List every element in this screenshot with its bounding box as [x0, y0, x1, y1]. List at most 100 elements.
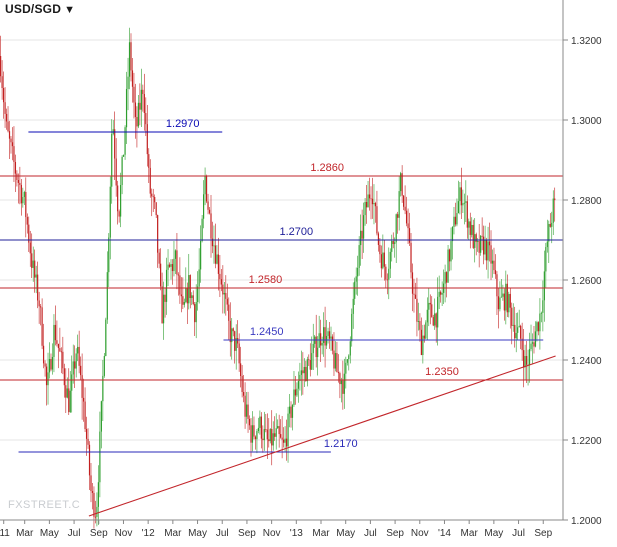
candle-down — [177, 274, 180, 276]
candle-up — [346, 359, 348, 363]
symbol-label: USD/SGD — [5, 2, 62, 16]
x-tick-label: Mar — [164, 528, 182, 539]
candle-down — [0, 56, 2, 77]
candle-down — [54, 324, 57, 341]
candle-down — [28, 224, 30, 243]
candle-up — [185, 288, 187, 302]
x-tick-label: Sep — [238, 528, 256, 539]
candle-down — [282, 439, 285, 443]
candle-up — [484, 240, 486, 255]
candle-up — [551, 222, 553, 227]
candle-up — [334, 353, 337, 369]
candle-up — [349, 341, 351, 356]
candle-down — [429, 302, 431, 305]
candle-up — [354, 281, 356, 299]
candle-up — [357, 267, 359, 277]
candle-down — [154, 196, 156, 203]
candle-down — [29, 242, 31, 254]
candle-up — [352, 298, 354, 314]
candle-up — [474, 234, 476, 248]
candle-down — [145, 113, 147, 125]
candle-down — [361, 230, 363, 239]
candle-up — [111, 134, 113, 187]
candle-up — [69, 390, 71, 413]
candle-down — [509, 293, 511, 308]
candle-down — [403, 195, 405, 207]
candle-down — [210, 213, 212, 239]
symbol-selector[interactable]: USD/SGD ▼ — [5, 2, 75, 16]
candle-down — [134, 102, 137, 117]
candle-down — [397, 214, 399, 218]
candle-down — [268, 439, 270, 442]
candle-up — [388, 268, 390, 280]
candle-up — [330, 336, 332, 339]
candle-down — [19, 182, 21, 185]
candle-down — [404, 206, 406, 211]
candle-down — [225, 292, 227, 299]
candle-down — [65, 385, 67, 398]
candle-up — [22, 197, 24, 204]
candle-up — [468, 221, 470, 228]
x-tick-label: Sep — [90, 528, 108, 539]
x-tick-label: May — [336, 528, 355, 539]
candle-down — [265, 429, 267, 430]
candle-up — [100, 401, 102, 432]
candle-down — [5, 113, 8, 122]
candle-down — [432, 317, 434, 326]
candle-up — [47, 372, 49, 386]
candle-up — [53, 324, 55, 357]
candle-down — [45, 366, 48, 386]
candle-down — [339, 373, 341, 385]
candle-up — [471, 224, 473, 235]
candle-up — [447, 249, 449, 283]
candle-down — [189, 275, 191, 299]
candle-up — [277, 426, 279, 429]
candle-down — [152, 196, 154, 198]
candle-up — [325, 335, 328, 346]
x-tick-label: '11 — [0, 528, 10, 539]
candle-down — [205, 176, 208, 202]
candle-up — [508, 293, 510, 313]
candle-down — [155, 202, 157, 216]
candle-up — [103, 356, 105, 376]
candle-down — [146, 124, 148, 155]
candle-down — [331, 336, 334, 351]
candle-down — [74, 361, 76, 369]
candle-up — [299, 374, 301, 381]
candle-up — [545, 247, 547, 272]
candle-up — [348, 355, 350, 360]
candle-up — [548, 223, 550, 242]
y-tick-label: 1.2400 — [571, 356, 602, 367]
candle-down — [186, 288, 188, 304]
candle-down — [228, 304, 230, 321]
candle-down — [222, 284, 224, 295]
candle-up — [291, 404, 294, 418]
candle-down — [271, 428, 273, 446]
candle-down — [503, 293, 505, 311]
candle-down — [537, 322, 540, 332]
x-tick-label: May — [188, 528, 207, 539]
candle-down — [4, 102, 6, 114]
candle-up — [167, 264, 169, 270]
candle-up — [437, 296, 439, 328]
candle-down — [182, 296, 184, 305]
candle-down — [168, 264, 171, 267]
candle-down — [431, 304, 433, 318]
candle-up — [459, 187, 461, 202]
candle-up — [296, 388, 298, 396]
candle-up — [441, 292, 443, 295]
candle-down — [408, 228, 411, 243]
candle-up — [425, 322, 427, 339]
candle-down — [118, 211, 120, 217]
candle-down — [416, 298, 418, 322]
candle-up — [306, 359, 308, 382]
candle-down — [91, 491, 94, 493]
candle-down — [490, 245, 492, 264]
candle-up — [363, 215, 365, 239]
x-tick-label: Jul — [512, 528, 525, 539]
candle-down — [469, 221, 471, 235]
x-tick-label: Sep — [534, 528, 552, 539]
candle-down — [81, 375, 83, 398]
candle-down — [410, 242, 412, 273]
candle-up — [120, 184, 122, 217]
